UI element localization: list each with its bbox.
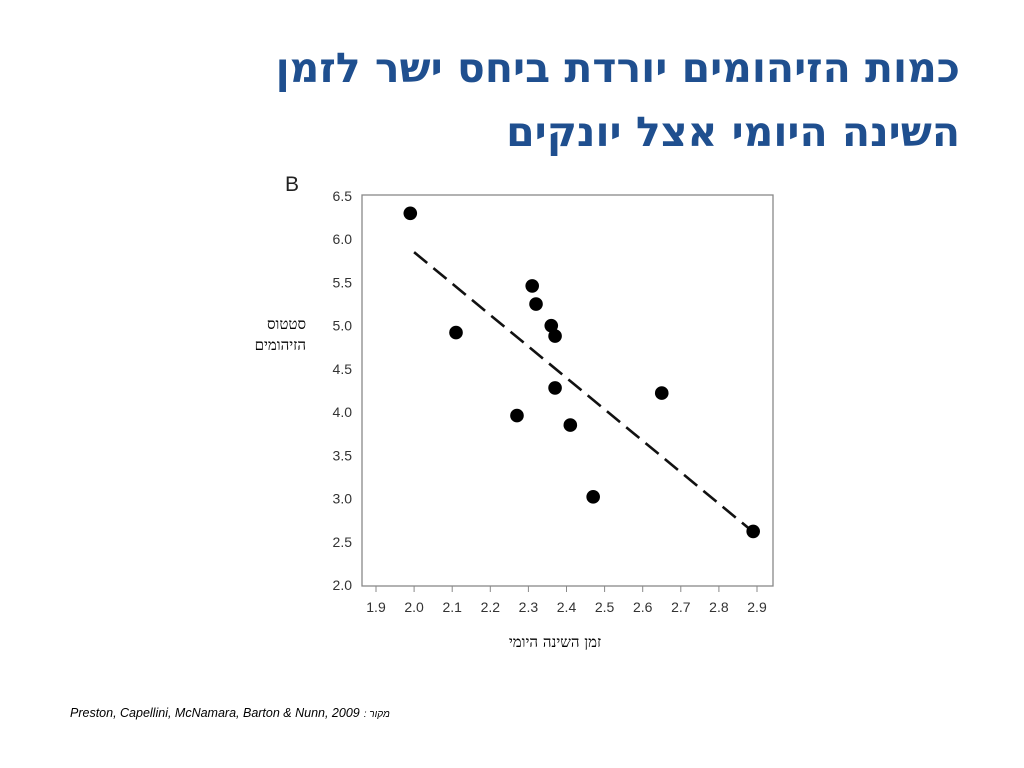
y-tick-label: 3.5 — [333, 447, 353, 463]
slide-title-line1: כמות הזיהומים יורדת ביחס ישר לזמן — [275, 44, 960, 92]
trendline — [413, 251, 751, 530]
data-point — [548, 381, 562, 395]
trendline-group — [413, 251, 751, 530]
data-point — [586, 490, 600, 504]
data-point — [525, 279, 540, 293]
x-tick-label: 2.3 — [519, 599, 539, 615]
y-axis-ticks: 2.0 2.5 3.0 3.5 4.0 4.5 5.0 5.5 6.0 6.5 — [333, 188, 353, 593]
x-tick-label: 2.5 — [595, 599, 615, 615]
y-axis-label-line2: הזיהומים — [254, 336, 306, 354]
y-tick-label: 5.0 — [333, 318, 353, 334]
y-tick-label: 2.0 — [333, 577, 353, 593]
y-tick-label: 3.0 — [333, 491, 353, 507]
x-axis-label: זמן השינה היומי — [508, 633, 602, 651]
source-citation: Preston, Capellini, McNamara, Barton & N… — [70, 706, 490, 720]
x-tick-label: 2.8 — [709, 599, 729, 615]
data-points — [403, 206, 760, 539]
x-tick-label: 2.9 — [747, 599, 767, 615]
data-point — [746, 524, 760, 539]
data-point — [510, 408, 524, 423]
panel-label: B — [285, 173, 299, 196]
data-point — [548, 329, 562, 343]
x-tick-label: 2.2 — [481, 599, 501, 615]
y-tick-label: 4.0 — [333, 404, 353, 420]
data-point — [654, 386, 669, 400]
y-tick-label: 5.5 — [333, 274, 353, 290]
data-point — [529, 297, 543, 311]
y-axis-label: סטטוס הזיהומים — [226, 314, 306, 356]
plot-frame — [361, 194, 774, 587]
x-tick-label: 2.6 — [633, 599, 653, 615]
source-label: : מקור — [363, 709, 390, 720]
x-tick-label: 1.9 — [366, 599, 386, 615]
y-tick-label: 6.5 — [333, 188, 353, 204]
x-tick-label: 2.4 — [557, 599, 577, 615]
slide-title-line2: השינה היומי אצל יונקים — [506, 108, 960, 156]
y-tick-label: 2.5 — [333, 534, 353, 550]
data-point — [563, 418, 578, 432]
data-point — [449, 325, 463, 340]
source-citation-text: Preston, Capellini, McNamara, Barton & N… — [70, 706, 360, 720]
data-point — [544, 318, 559, 333]
data-point — [403, 206, 418, 221]
y-axis-label-line1: סטטוס — [266, 315, 306, 333]
y-tick-label: 6.0 — [333, 231, 353, 247]
x-tick-label: 2.0 — [404, 599, 424, 615]
x-tick-label: 2.1 — [442, 599, 462, 615]
x-tick-label: 2.7 — [671, 599, 691, 615]
y-tick-label: 4.5 — [333, 361, 353, 377]
x-axis-ticks: 1.9 2.0 2.1 2.2 2.3 2.4 2.5 2.6 2.7 2.8 2.9 — [366, 586, 767, 615]
